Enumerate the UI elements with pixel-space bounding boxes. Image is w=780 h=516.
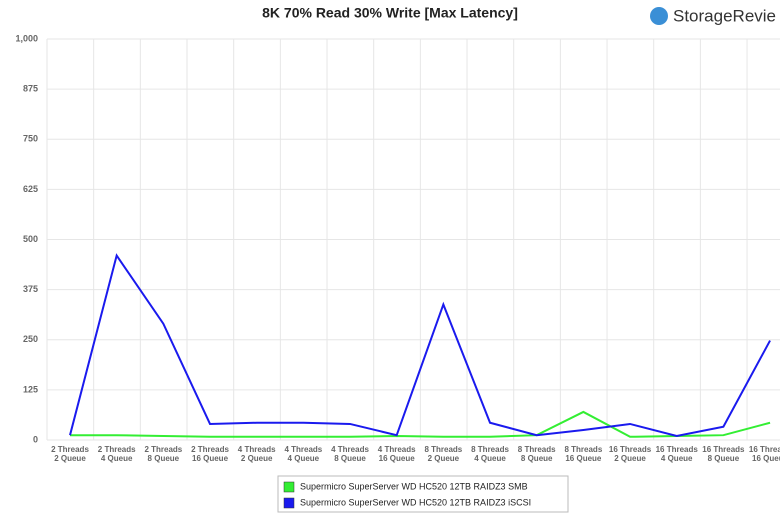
x-tick-label: 2 Threads 8 Queue: [144, 445, 182, 463]
y-tick-label: 625: [23, 184, 38, 194]
x-tick-line: 8 Queue: [148, 454, 180, 463]
x-tick-line: 2 Queue: [241, 454, 273, 463]
x-tick-line: 2 Threads: [98, 445, 136, 454]
x-tick-line: 16 Queue: [752, 454, 780, 463]
legend-swatch: [283, 481, 295, 493]
x-tick-line: 16 Threads: [749, 445, 780, 454]
chart-title: 8K 70% Read 30% Write [Max Latency]: [262, 5, 518, 21]
x-tick-label: 2 Threads 4 Queue: [98, 445, 136, 463]
x-tick-line: 2 Queue: [428, 454, 460, 463]
y-tick-label: 125: [23, 384, 38, 394]
x-tick-label: 16 Threads 2 Queue: [609, 445, 652, 463]
x-tick-label: 8 Threads 4 Queue: [471, 445, 509, 463]
legend-label[interactable]: Supermicro SuperServer WD HC520 12TB RAI…: [300, 481, 528, 491]
x-tick-label: 4 Threads 2 Queue: [238, 445, 276, 463]
x-tick-line: 16 Threads: [702, 445, 745, 454]
series-line: [70, 410, 771, 438]
x-tick-line: 4 Threads: [331, 445, 369, 454]
x-tick-line: 16 Threads: [609, 445, 652, 454]
x-tick-line: 8 Threads: [471, 445, 509, 454]
x-tick-label: 4 Threads 8 Queue: [331, 445, 369, 463]
x-tick-line: 4 Threads: [238, 445, 276, 454]
x-tick-line: 4 Queue: [474, 454, 506, 463]
x-tick-line: 4 Queue: [661, 454, 693, 463]
y-tick-label: 750: [23, 134, 38, 144]
x-tick-line: 8 Threads: [518, 445, 556, 454]
x-tick-line: 2 Queue: [614, 454, 646, 463]
x-tick-line: 4 Threads: [284, 445, 322, 454]
logo-icon: [650, 7, 668, 25]
x-tick-line: 4 Threads: [378, 445, 416, 454]
x-tick-line: 8 Queue: [708, 454, 740, 463]
y-tick-label: 375: [23, 284, 38, 294]
x-tick-line: 4 Queue: [288, 454, 320, 463]
x-tick-line: 4 Queue: [101, 454, 133, 463]
x-tick-label: 8 Threads 8 Queue: [518, 445, 556, 463]
x-tick-line: 8 Queue: [334, 454, 366, 463]
x-tick-line: 2 Threads: [144, 445, 182, 454]
x-tick-line: 2 Threads: [191, 445, 229, 454]
x-tick-line: 2 Threads: [51, 445, 89, 454]
legend-box: [277, 475, 569, 513]
y-tick-label: 0: [33, 434, 38, 444]
x-tick-label: 2 Threads 2 Queue: [51, 445, 89, 463]
x-tick-label: 4 Threads 16 Queue: [378, 445, 416, 463]
x-tick-label: 8 Threads 2 Queue: [424, 445, 462, 463]
y-tick-label: 875: [23, 84, 38, 94]
x-tick-line: 16 Queue: [192, 454, 229, 463]
legend-swatch: [283, 497, 295, 509]
x-tick-label: 2 Threads 16 Queue: [191, 445, 229, 463]
legend-label[interactable]: Supermicro SuperServer WD HC520 12TB RAI…: [300, 497, 531, 507]
x-tick-label: 16 Threads 4 Queue: [656, 445, 699, 463]
x-tick-line: 2 Queue: [54, 454, 86, 463]
x-tick-line: 16 Queue: [379, 454, 416, 463]
x-tick-label: 16 Threads 8 Queue: [702, 445, 745, 463]
y-tick-label: 500: [23, 234, 38, 244]
x-tick-line: 8 Threads: [564, 445, 602, 454]
x-tick-label: 8 Threads 16 Queue: [564, 445, 602, 463]
x-tick-line: 8 Threads: [424, 445, 462, 454]
y-tick-label: 250: [23, 334, 38, 344]
series-line: [69, 253, 771, 438]
y-tick-label: 1,000: [15, 33, 38, 43]
x-tick-line: 16 Queue: [565, 454, 602, 463]
x-tick-line: 16 Threads: [656, 445, 699, 454]
x-tick-label: 4 Threads 4 Queue: [284, 445, 322, 463]
x-tick-line: 8 Queue: [521, 454, 553, 463]
brand: StorageRevie: [673, 6, 776, 25]
